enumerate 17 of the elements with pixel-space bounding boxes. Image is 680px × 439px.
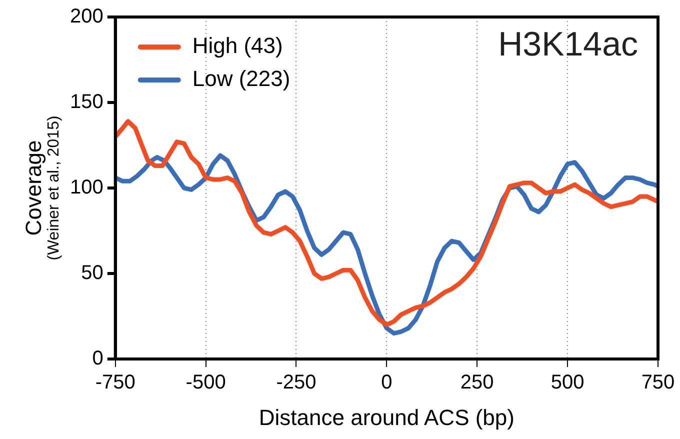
y-axis-title: Coverage (Weiner et al., 2015) [21,116,62,260]
y-tick-label: 50 [81,262,104,284]
y-tick-label: 150 [70,91,104,114]
x-tick-label: 500 [550,372,584,394]
x-tick-label: 250 [460,372,494,394]
y-tick-label: 100 [70,176,104,199]
chart-title: H3K14ac [498,25,638,64]
legend-label: Low (223) [192,66,290,92]
x-tick-label: -750 [95,372,136,394]
x-tick-label: -500 [186,372,226,394]
x-axis-title: Distance around ACS (bp) [258,405,514,430]
y-tick-label: 0 [92,348,104,370]
y-tick-label: 200 [70,6,104,28]
x-tick-label: -250 [276,372,316,394]
legend-label: High (43) [192,33,283,58]
x-tick-label: 750 [641,372,675,394]
x-tick-label: 0 [381,372,392,394]
